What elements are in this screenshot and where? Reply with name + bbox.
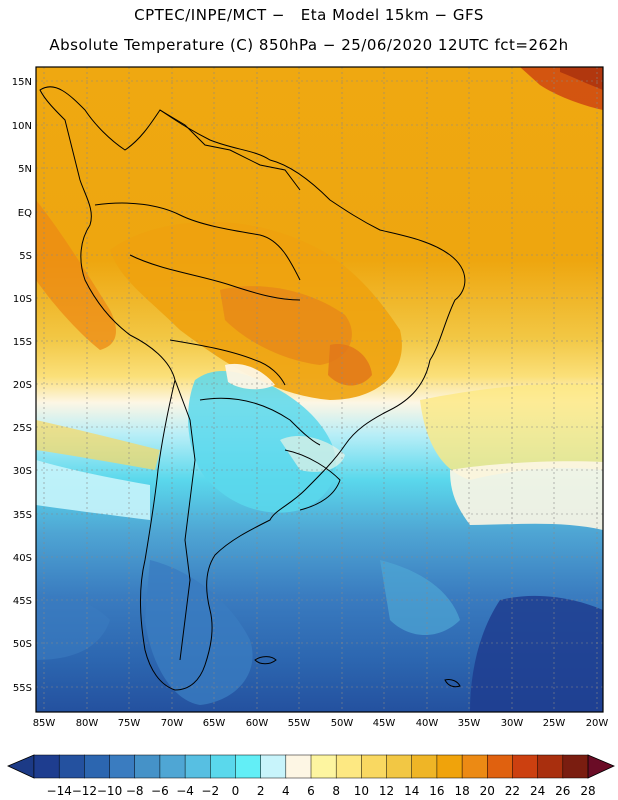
colorbar-cell — [487, 754, 513, 779]
colorbar-high-arrow — [587, 754, 615, 779]
lon-label: 85W — [33, 718, 56, 729]
colorbar-label: −12 — [72, 784, 97, 798]
colorbar-label: 8 — [332, 784, 340, 798]
chart-title-line1: CPTEC/INPE/MCT − Eta Model 15km − GFS — [134, 6, 484, 24]
colorbar-cell — [260, 754, 287, 779]
colorbar-cell — [512, 754, 539, 779]
lon-label: 20W — [586, 718, 609, 729]
colorbar-cell — [537, 754, 564, 779]
colorbar: −14 −12 −10 −8 −6 −4 −2 0 2 4 6 8 10 12 14 16 18 20 22 24 26… — [7, 754, 615, 798]
colorbar-labels: −14 −12 −10 −8 −6 −4 −2 0 2 4 6 8 10 12 14 16 18 20 22 24 26… — [47, 784, 596, 798]
colorbar-cell — [134, 754, 161, 779]
colorbar-label: −10 — [97, 784, 122, 798]
colorbar-label: −6 — [151, 784, 169, 798]
colorbar-cell — [58, 754, 85, 779]
colorbar-label: 16 — [429, 784, 444, 798]
lon-label: 80W — [76, 718, 99, 729]
colorbar-label: −8 — [126, 784, 144, 798]
colorbar-label: 22 — [505, 784, 520, 798]
colorbar-label: 2 — [257, 784, 265, 798]
colorbar-cell — [411, 754, 438, 779]
colorbar-cell — [361, 754, 388, 779]
colorbar-label: 18 — [454, 784, 469, 798]
lat-label: 50S — [13, 639, 32, 650]
temperature-field — [36, 67, 603, 712]
colorbar-label: −14 — [47, 784, 72, 798]
lat-label: 55S — [13, 683, 32, 694]
colorbar-label: 24 — [530, 784, 545, 798]
colorbar-label: 4 — [282, 784, 290, 798]
lon-label: 25W — [543, 718, 566, 729]
colorbar-cell — [210, 754, 237, 779]
lat-label: 10N — [12, 121, 32, 132]
colorbar-cell — [562, 754, 589, 779]
colorbar-cell — [33, 754, 60, 779]
colorbar-cell — [84, 754, 111, 779]
colorbar-label: 12 — [379, 784, 394, 798]
colorbar-cells — [33, 754, 589, 779]
lat-label: 5S — [19, 251, 32, 262]
lon-label: 60W — [246, 718, 269, 729]
colorbar-label: 6 — [307, 784, 315, 798]
colorbar-label: 0 — [232, 784, 240, 798]
lat-label: 45S — [13, 596, 32, 607]
lat-label: 20S — [13, 380, 32, 391]
colorbar-label: 20 — [480, 784, 495, 798]
lon-label: 30W — [501, 718, 524, 729]
colorbar-label: −4 — [176, 784, 194, 798]
map-frame — [35, 66, 604, 713]
lon-label: 50W — [331, 718, 354, 729]
lat-label: 25S — [13, 423, 32, 434]
chart-title-line2: Absolute Temperature (C) 850hPa − 25/06/… — [49, 36, 569, 54]
colorbar-cell — [335, 754, 362, 779]
lat-label: 10S — [13, 294, 32, 305]
coastlines — [39, 86, 466, 691]
lat-label: 40S — [13, 553, 32, 564]
lat-label: 5N — [18, 164, 32, 175]
colorbar-cell — [235, 754, 262, 779]
lat-label: 15N — [12, 77, 32, 88]
lon-label: 65W — [203, 718, 226, 729]
colorbar-cell — [461, 754, 488, 779]
colorbar-cell — [159, 754, 186, 779]
colorbar-label: −2 — [201, 784, 219, 798]
colorbar-cell — [109, 754, 136, 779]
colorbar-cell — [285, 754, 312, 779]
colorbar-low-arrow — [7, 754, 35, 779]
longitude-labels: 85W 80W 75W 70W 65W 60W 55W 50W 45W 40W … — [33, 718, 609, 729]
lat-label: 35S — [13, 510, 32, 521]
lat-label: EQ — [18, 208, 32, 219]
colorbar-label: 10 — [354, 784, 369, 798]
colorbar-cell — [436, 754, 463, 779]
lat-label: 15S — [13, 337, 32, 348]
colorbar-cell — [184, 754, 211, 779]
lon-label: 45W — [373, 718, 396, 729]
lon-label: 40W — [416, 718, 439, 729]
lon-label: 70W — [161, 718, 184, 729]
colorbar-cell — [310, 754, 337, 779]
lon-label: 75W — [118, 718, 141, 729]
colorbar-label: 26 — [555, 784, 570, 798]
colorbar-label: 28 — [580, 784, 595, 798]
lon-label: 55W — [288, 718, 311, 729]
colorbar-label: 14 — [404, 784, 419, 798]
colorbar-cell — [386, 754, 413, 779]
lon-label: 35W — [458, 718, 481, 729]
lat-label: 30S — [13, 466, 32, 477]
latitude-labels: 15N 10N 5N EQ 5S 10S 15S 20S 25S 30S 35S… — [12, 77, 32, 694]
